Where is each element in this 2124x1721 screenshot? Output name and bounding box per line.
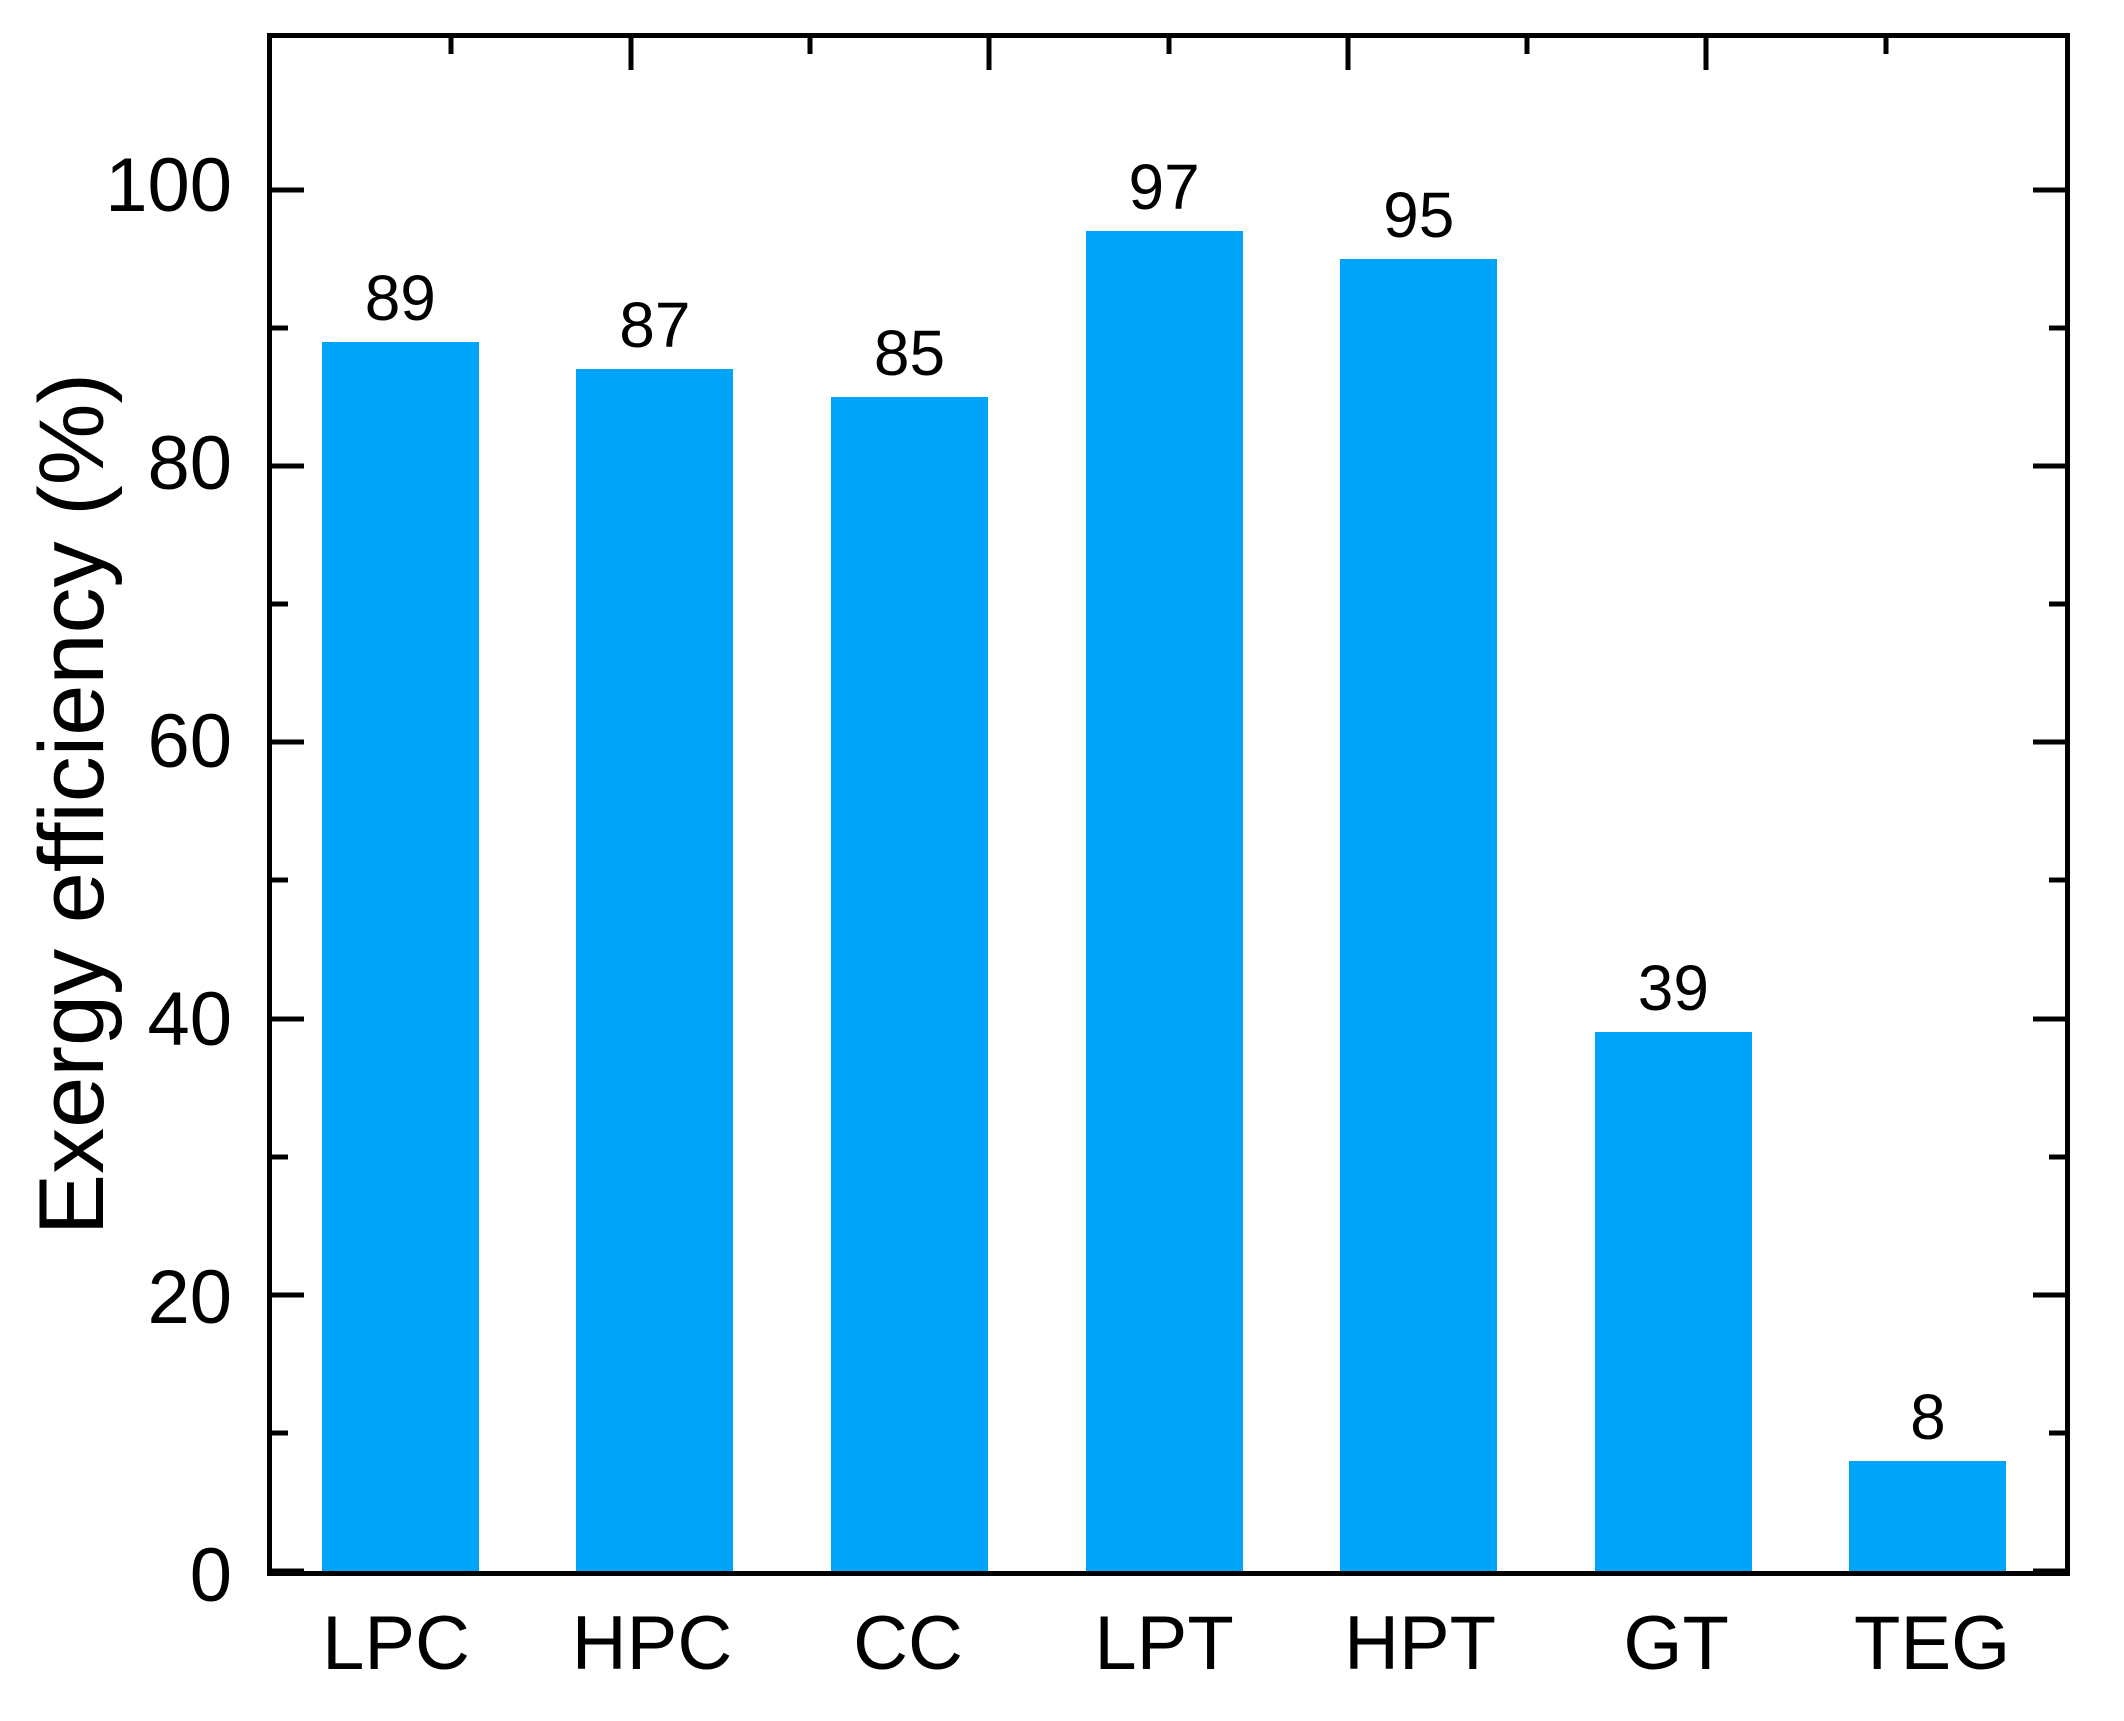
bar-value-label: 8	[1910, 1380, 1946, 1453]
x-category-label: LPT	[1094, 1601, 1234, 1686]
x-category-label: LPC	[322, 1601, 470, 1686]
x-category-label: CC	[853, 1601, 963, 1686]
y-minor-tick	[2049, 1430, 2065, 1436]
y-tick-label: 80	[147, 420, 232, 506]
bar-lpc	[321, 341, 479, 1571]
top-minor-tick	[1166, 38, 1171, 54]
y-major-tick	[272, 187, 304, 193]
bar-value-label: 89	[364, 261, 436, 334]
y-axis-tick-labels: 0 20 40 60 80 100	[0, 33, 232, 1613]
bar-value-label: 97	[1128, 151, 1200, 224]
y-minor-tick	[272, 877, 288, 883]
top-minor-tick	[807, 38, 813, 54]
y-major-tick	[272, 1292, 304, 1298]
y-minor-tick	[2049, 877, 2065, 883]
bar-teg	[1849, 1460, 2007, 1571]
y-major-tick	[2033, 1292, 2065, 1298]
x-category-label: TEG	[1854, 1601, 2011, 1686]
y-major-tick	[272, 739, 304, 745]
y-tick-label: 20	[147, 1254, 232, 1340]
y-major-tick	[272, 1568, 304, 1574]
top-minor-tick	[1883, 38, 1889, 54]
y-major-tick	[2033, 739, 2065, 745]
y-tick-label: 0	[189, 1533, 232, 1618]
y-tick-label: 40	[147, 976, 232, 1062]
top-minor-tick	[448, 38, 454, 54]
y-major-tick	[272, 1016, 304, 1022]
y-minor-tick	[272, 1154, 288, 1160]
y-major-tick	[2033, 1016, 2065, 1022]
bar-lpt	[1085, 231, 1243, 1571]
plot-area: 89 87 85 97 95 39 8	[267, 33, 2070, 1576]
x-category-label: HPT	[1344, 1601, 1497, 1686]
top-minor-tick	[1524, 38, 1530, 54]
y-minor-tick	[2049, 325, 2065, 331]
y-tick-label: 100	[105, 142, 232, 228]
bar-hpt	[1340, 258, 1498, 1571]
y-minor-tick	[272, 601, 288, 607]
bar-cc	[830, 397, 989, 1571]
top-major-tick	[1703, 38, 1709, 70]
y-major-tick	[2033, 187, 2065, 193]
bars-layer: 89 87 85 97 95 39 8	[272, 38, 2065, 1571]
top-major-tick	[986, 38, 992, 70]
bar-value-label: 87	[619, 289, 691, 362]
bar-gt	[1594, 1032, 1752, 1571]
top-major-tick	[1345, 38, 1351, 70]
ticks-layer	[272, 38, 2065, 1574]
bar-value-label: 39	[1637, 952, 1709, 1025]
x-category-label: HPC	[571, 1601, 733, 1686]
y-tick-label: 60	[147, 698, 232, 784]
y-major-tick	[2033, 1568, 2065, 1574]
bar-value-label: 95	[1383, 178, 1455, 251]
top-major-tick	[628, 38, 634, 70]
bar-hpc	[576, 369, 734, 1571]
y-minor-tick	[2049, 1154, 2065, 1160]
y-major-tick	[272, 463, 304, 469]
x-category-label: GT	[1623, 1601, 1729, 1686]
y-minor-tick	[272, 325, 288, 331]
y-minor-tick	[2049, 601, 2065, 607]
y-minor-tick	[272, 1430, 288, 1436]
x-axis-category-labels: LPC HPC CC LPT HPT GT TEG	[267, 1606, 2070, 1716]
bar-value-label: 85	[873, 317, 946, 390]
y-major-tick	[2033, 463, 2065, 469]
